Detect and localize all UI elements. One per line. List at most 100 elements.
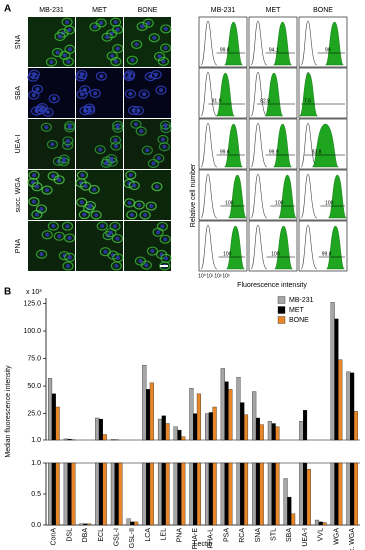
nucleus — [139, 129, 144, 134]
nucleus — [157, 54, 162, 59]
stained-peak — [264, 72, 284, 117]
nucleus — [82, 212, 87, 217]
cell — [141, 145, 153, 155]
x-tick-label: GSL-I — [113, 528, 120, 546]
cell — [40, 122, 52, 132]
nucleus — [163, 237, 168, 242]
cell — [84, 200, 97, 211]
nucleus — [163, 45, 168, 50]
cell — [78, 210, 90, 220]
gate-percentage: 94.1 — [269, 47, 279, 53]
nucleus — [44, 125, 49, 130]
gate-percentage: 100 — [325, 200, 334, 206]
nucleus — [50, 142, 55, 147]
bar — [220, 368, 225, 441]
bar — [334, 318, 339, 441]
cell — [136, 21, 148, 31]
cell — [112, 120, 124, 130]
control-curve — [250, 173, 268, 219]
bar — [161, 462, 166, 526]
bar — [212, 406, 217, 441]
bar — [142, 462, 147, 526]
cell — [51, 47, 64, 58]
control-curve — [250, 122, 268, 168]
nucleus — [144, 263, 149, 268]
nucleus — [160, 224, 165, 229]
bar — [303, 462, 308, 526]
bar — [240, 462, 245, 526]
bar — [177, 462, 182, 526]
x-tick-label: STL — [270, 528, 277, 541]
nucleus — [65, 143, 70, 148]
nucleus — [80, 173, 85, 178]
nucleus — [109, 156, 114, 161]
control-curve — [250, 224, 268, 270]
bar — [228, 462, 233, 526]
nucleus — [45, 188, 50, 193]
y-tick-label: 50.0 — [27, 383, 41, 390]
y-tick-label: 1.0 — [31, 437, 41, 444]
cell — [31, 84, 44, 94]
x-tick-label: GSL-II — [129, 528, 136, 548]
bar — [126, 518, 131, 526]
cell — [142, 18, 154, 28]
bar — [189, 462, 194, 526]
bar — [165, 462, 170, 526]
cell — [54, 31, 66, 42]
cell — [48, 94, 60, 104]
cell — [41, 185, 53, 195]
cell — [135, 126, 147, 136]
bar — [48, 378, 53, 441]
bar — [86, 523, 92, 526]
x-tick-label: UEA-I — [302, 528, 309, 547]
cell — [153, 51, 166, 61]
cell — [124, 89, 136, 99]
nucleus — [65, 224, 70, 229]
nucleus — [114, 263, 119, 268]
bar — [79, 523, 84, 526]
cell — [46, 139, 59, 150]
stained-peak — [326, 225, 345, 270]
bar — [212, 462, 217, 526]
nucleus — [105, 35, 110, 40]
control-curve — [300, 173, 318, 219]
bar — [267, 462, 272, 526]
gate-percentage: 82.8 — [260, 98, 270, 104]
cell — [160, 253, 172, 264]
bar — [306, 469, 311, 526]
nucleus — [45, 110, 50, 115]
y-axis-label: Median fluorescence intensity — [5, 365, 12, 458]
bar — [271, 423, 276, 441]
nucleus — [137, 202, 142, 207]
nucleus — [104, 161, 109, 166]
cell — [62, 136, 74, 146]
x-tick-label: LEL — [161, 528, 168, 541]
control-curve — [200, 71, 218, 117]
stained-peak — [216, 72, 235, 117]
bar — [146, 462, 151, 526]
control-curve — [300, 122, 318, 168]
cell — [64, 252, 76, 262]
bar — [110, 439, 115, 441]
cell — [132, 105, 144, 116]
stained-peak — [224, 123, 243, 168]
bar — [205, 462, 210, 526]
nucleus — [130, 58, 135, 63]
nucleus — [79, 74, 84, 79]
cell — [84, 105, 96, 115]
control-curve — [300, 224, 318, 270]
bar — [142, 364, 147, 441]
legend-swatch — [277, 306, 286, 314]
cell — [125, 170, 137, 180]
bar — [71, 462, 76, 526]
bar — [275, 462, 280, 526]
bar — [275, 426, 280, 441]
bar — [98, 418, 103, 441]
cell — [76, 170, 88, 180]
cell — [89, 88, 101, 98]
control-curve — [300, 20, 318, 66]
bar — [346, 371, 351, 441]
x-tick-label: 10² — [214, 273, 222, 279]
cell — [112, 253, 124, 263]
nucleus — [39, 206, 44, 211]
